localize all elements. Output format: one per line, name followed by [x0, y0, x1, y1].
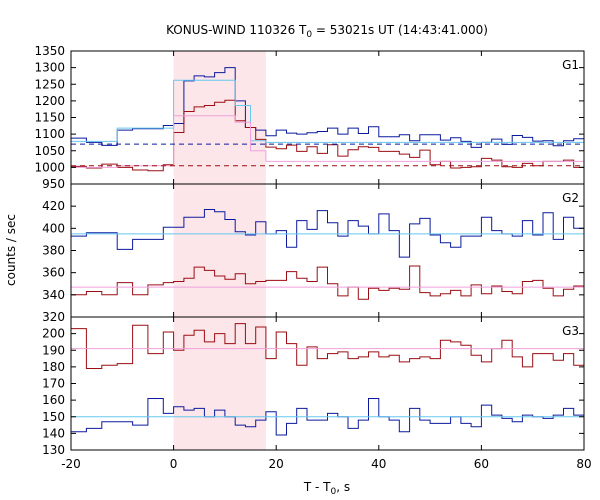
shaded-interval: [173, 51, 266, 450]
panel-g3-y-tick-label: 170: [42, 377, 65, 391]
panel-g1-y-tick-label: 1200: [34, 94, 65, 108]
panel-g3-y-tick-label: 160: [42, 393, 65, 407]
panel-g3-y-tick-label: 200: [42, 327, 65, 341]
x-tick-label: 0: [170, 457, 178, 471]
panel-g1-y-tick-label: 1350: [34, 44, 65, 58]
panel-g2-series-dark-red-step-1: [71, 265, 585, 300]
plot-area: 95010001050110011501200125013001350G1320…: [34, 44, 591, 471]
x-tick-label: 40: [371, 457, 386, 471]
panel-g1-series-light-blue-step-2: [71, 79, 584, 143]
panel-g3-y-tick-label: 150: [42, 410, 65, 424]
y-axis-label: counts / sec: [4, 214, 18, 286]
panel-g3-label: G3: [562, 324, 579, 338]
panel-g1-y-tick-label: 1150: [34, 111, 65, 125]
panel-g1-label: G1: [562, 58, 579, 72]
panel-g1-y-tick-label: 1100: [34, 127, 65, 141]
panel-g2-y-tick-label: 420: [42, 199, 65, 213]
panel-g1-y-tick-label: 1300: [34, 61, 65, 75]
panel-g1-y-tick-label: 950: [42, 177, 65, 191]
panel-g2-y-tick-label: 380: [42, 244, 65, 258]
panel-g1-y-tick-label: 1050: [34, 144, 65, 158]
panel-g3-y-tick-label: 140: [42, 426, 65, 440]
panel-g2-y-tick-label: 360: [42, 266, 65, 280]
chart-title: KONUS-WIND 110326 T0 = 53021s UT (14:43:…: [166, 23, 488, 40]
panel-g3-y-tick-label: 180: [42, 360, 65, 374]
panel-g3-series-dark-blue-step-0: [71, 398, 585, 436]
x-axis-label: T - T0, s: [303, 480, 350, 497]
panel-g1-series-dark-blue-step-0: [71, 67, 584, 148]
panel-g1-frame: [70, 50, 585, 185]
panel-g1-y-tick-label: 1250: [34, 77, 65, 91]
panel-g1-series-dark-red-step-1: [71, 99, 584, 172]
panel-g3-y-tick-label: 190: [42, 343, 65, 357]
x-tick-label: 20: [269, 457, 284, 471]
panel-g2-series-dark-blue-step-0: [71, 209, 585, 258]
panel-g2-y-tick-label: 400: [42, 221, 65, 235]
panel-g2-y-tick-label: 320: [42, 310, 65, 324]
x-tick-label: 80: [576, 457, 591, 471]
panel-g1-series-pink-step-3: [71, 115, 584, 168]
panel-g2-y-tick-label: 340: [42, 288, 65, 302]
panel-g3-frame: [70, 316, 585, 451]
x-tick-label: 60: [474, 457, 489, 471]
panel-g3-y-tick-label: 130: [42, 443, 65, 457]
panel-g2-frame: [70, 183, 585, 318]
panel-g2-label: G2: [562, 191, 579, 205]
panel-g1-y-tick-label: 1000: [34, 160, 65, 174]
x-tick-label: -20: [61, 457, 81, 471]
panel-g3-series-dark-red-step-1: [71, 323, 585, 369]
